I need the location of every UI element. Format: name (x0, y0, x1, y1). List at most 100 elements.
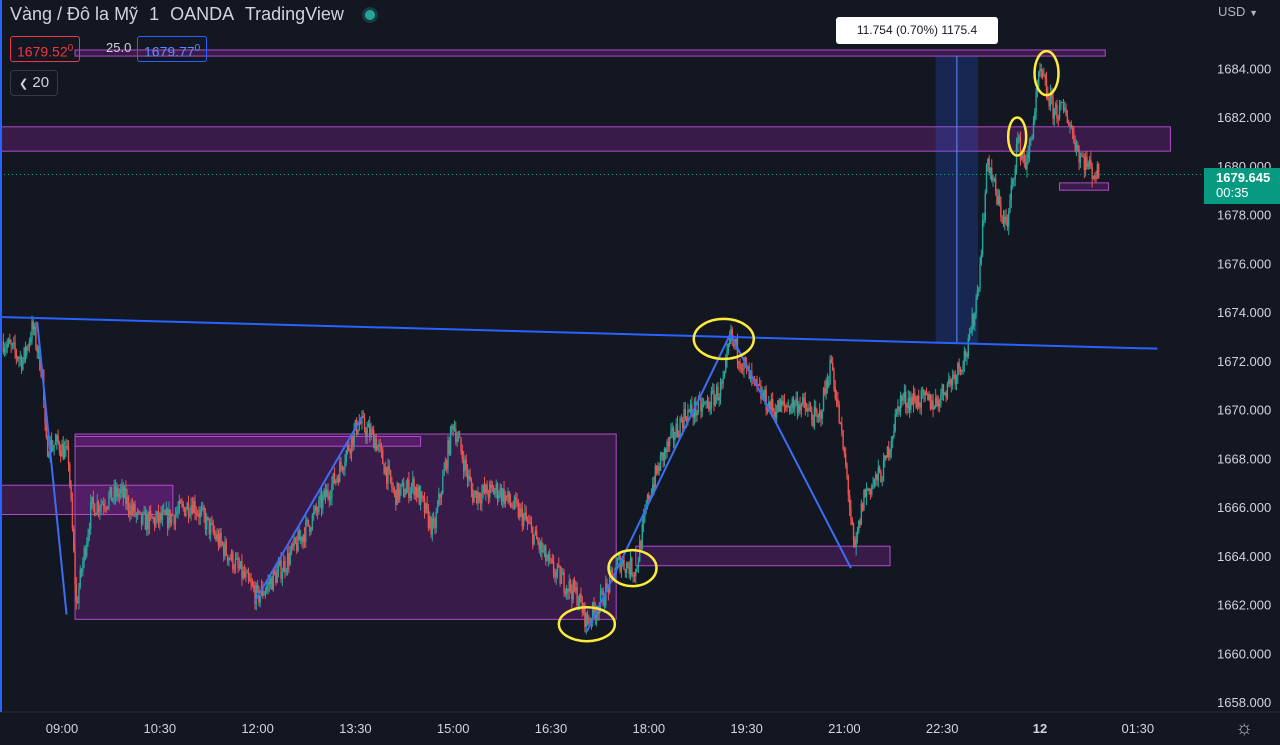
candle-body (731, 329, 733, 341)
candle-body (562, 572, 564, 575)
candle-body (971, 313, 973, 332)
candle-body (628, 567, 630, 575)
x-tick-label: 18:00 (633, 721, 666, 736)
candle-body (684, 409, 687, 419)
swing-line (585, 333, 732, 632)
candle-body (131, 505, 134, 512)
y-tick-label: 1676.000 (1217, 256, 1271, 271)
candle-body (1057, 117, 1059, 119)
currency-selector[interactable]: USD ▼ (1218, 4, 1258, 19)
candle-body (499, 487, 501, 496)
candle-body (884, 455, 886, 461)
candle-body (654, 466, 657, 488)
candle-body (286, 553, 289, 571)
candle-body (672, 428, 675, 441)
candle-body (350, 436, 353, 454)
candle-body (219, 532, 221, 547)
candle-body (36, 347, 38, 353)
candle-body (376, 445, 379, 451)
candle-body (593, 602, 595, 610)
candle-body (174, 514, 177, 525)
candle-body (755, 379, 757, 381)
candle-body (585, 612, 587, 627)
candle-body (771, 399, 774, 411)
candle-body (861, 503, 864, 511)
candle-body (485, 484, 487, 493)
buy-button[interactable]: 1679.770 (137, 36, 208, 62)
candle-body (413, 478, 415, 496)
candle-body (310, 528, 312, 532)
candle-body (601, 590, 603, 592)
candle-body (419, 491, 422, 505)
candle-body (860, 503, 863, 525)
candle-body (179, 500, 182, 504)
candle-body (500, 487, 503, 502)
candle-body (515, 497, 517, 501)
candle-body (1000, 203, 1002, 217)
candle-body (1086, 156, 1088, 167)
candle-body (873, 479, 876, 485)
indicators-toggle[interactable]: ❮ 20 (10, 70, 59, 96)
candle-body (1058, 104, 1061, 119)
candle-body (509, 501, 512, 505)
candle-body (507, 491, 509, 498)
candle-body (717, 386, 719, 401)
candle-body (224, 541, 226, 557)
candle-body (15, 351, 18, 358)
candle-body (1070, 125, 1072, 128)
x-tick-label: 19:30 (730, 721, 763, 736)
candle-body (93, 503, 96, 516)
candle-body (170, 514, 173, 524)
candle-body (508, 491, 510, 502)
candle-body (369, 424, 371, 437)
candle-body (872, 484, 874, 486)
candle-body (239, 561, 242, 569)
candle-body (135, 514, 138, 516)
candle-body (513, 497, 516, 508)
marker-circle (557, 605, 617, 643)
candle-body (592, 602, 594, 622)
candle-body (191, 505, 194, 514)
candle-body (910, 397, 912, 410)
y-tick-label: 1658.000 (1217, 695, 1271, 710)
candle-body (149, 510, 152, 515)
candle-body (327, 489, 329, 497)
candle-body (322, 495, 324, 509)
candle-body (299, 536, 302, 541)
candle-body (45, 423, 48, 438)
candle-body (362, 416, 364, 418)
candle-body (365, 430, 367, 438)
candle-body (899, 395, 902, 412)
candle-body (904, 391, 907, 407)
candle-body (1008, 211, 1010, 227)
sell-button[interactable]: 1679.520 (10, 36, 81, 62)
candle-body (606, 583, 608, 586)
candle-body (152, 518, 154, 520)
candle-body (659, 455, 662, 471)
candle-body (845, 454, 847, 466)
candle-body (622, 560, 624, 565)
candle-body (1083, 157, 1086, 171)
candle-body (50, 440, 53, 451)
candle-body (929, 394, 932, 409)
candle-body (112, 498, 114, 502)
candle-body (676, 423, 679, 435)
candle-body (1091, 165, 1093, 180)
candle-body (412, 478, 414, 487)
candle-body (874, 474, 877, 480)
candle-body (597, 612, 599, 614)
candle-body (972, 313, 975, 326)
symbol-header[interactable]: Vàng / Đô la Mỹ 1 OANDA TradingView (10, 4, 381, 25)
candle-body (37, 346, 40, 353)
candle-body (803, 397, 805, 401)
settings-gear-icon[interactable]: ☼ (1235, 717, 1254, 739)
candle-body (136, 510, 139, 515)
candle-body (337, 477, 340, 483)
candle-body (962, 365, 964, 370)
candle-body (161, 511, 164, 520)
candle-body (123, 487, 126, 498)
candle-body (599, 591, 602, 605)
candle-body (494, 490, 496, 495)
candle-body (577, 603, 580, 606)
